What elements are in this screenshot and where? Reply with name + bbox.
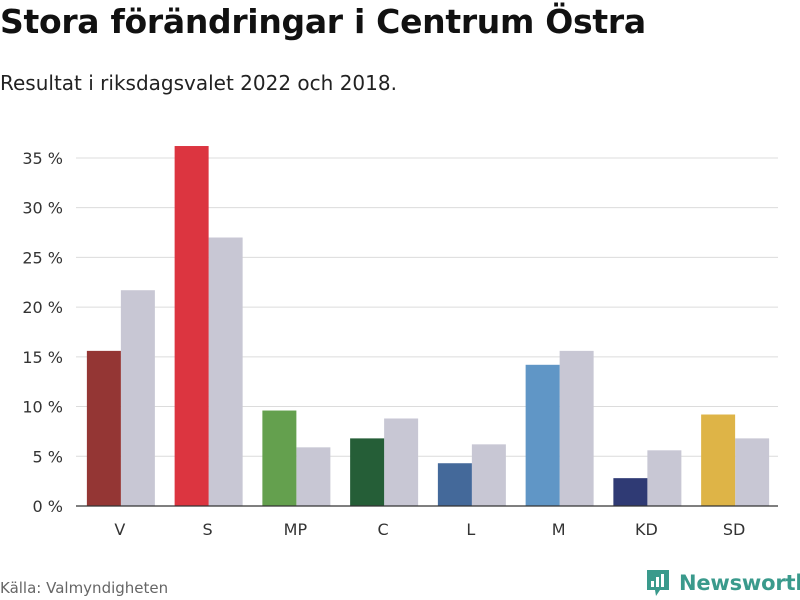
x-tick-label: S (203, 520, 213, 539)
x-tick-label: SD (723, 520, 745, 539)
newsworthy-icon (647, 570, 669, 596)
x-tick-label: V (114, 520, 125, 539)
x-tick-label: M (552, 520, 566, 539)
source-note: Källa: Valmyndigheten (0, 579, 169, 597)
bar-2018-c (384, 418, 419, 506)
y-tick-label: 35 % (22, 149, 63, 168)
y-tick-label: 25 % (22, 248, 63, 267)
x-axis-ticks: V S MP C L M KD SD (114, 520, 745, 539)
bar-2022-v (86, 350, 121, 506)
bar-2018-v (120, 290, 155, 506)
x-tick-label: L (466, 520, 475, 539)
bar-2018-m (559, 350, 594, 506)
brand-name: Newsworthy (679, 571, 800, 595)
chart-title: Stora förändringar i Centrum Östra (0, 2, 646, 41)
bar-2018-l (471, 444, 506, 506)
y-tick-label: 30 % (22, 199, 63, 218)
y-tick-label: 0 % (33, 497, 63, 516)
bar-2022-l (437, 463, 472, 506)
y-tick-label: 5 % (33, 447, 63, 466)
y-tick-label: 20 % (22, 298, 63, 317)
y-axis-ticks: 0 % 5 % 10 % 15 % 20 % 25 % 30 % 35 % (22, 149, 63, 516)
bar-2022-m (525, 364, 560, 506)
y-tick-label: 10 % (22, 398, 63, 417)
bar-2018-mp (296, 447, 331, 506)
y-tick-label: 15 % (22, 348, 63, 367)
bar-2018-kd (647, 450, 682, 506)
chart-subtitle: Resultat i riksdagsvalet 2022 och 2018. (0, 71, 397, 95)
brand-logo: Newsworthy (645, 568, 800, 598)
bar-2022-sd (701, 414, 736, 506)
bar-2022-c (350, 438, 385, 506)
bar-chart: 0 % 5 % 10 % 15 % 20 % 25 % 30 % 35 % V S MP C L M KD… (22, 146, 778, 539)
bars (86, 146, 770, 507)
bar-2022-kd (613, 478, 648, 506)
x-tick-label: C (378, 520, 389, 539)
bar-2022-s (174, 146, 209, 506)
x-tick-label: KD (635, 520, 658, 539)
bar-2018-sd (735, 438, 770, 506)
bar-2018-s (208, 237, 243, 507)
bar-2022-mp (262, 410, 297, 506)
x-tick-label: MP (284, 520, 308, 539)
